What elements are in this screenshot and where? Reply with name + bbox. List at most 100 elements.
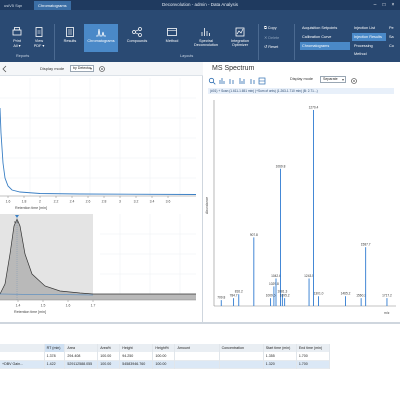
spectrum-info-bar: (#01) + Scan (1.611-1.651 min) (+Sum of … <box>208 88 394 94</box>
col-header-height[interactable]: Height <box>119 344 154 352</box>
list-item-selected[interactable]: Injection Results <box>352 33 386 41</box>
close-icon[interactable]: × <box>391 2 395 8</box>
results-label: Results <box>63 39 77 43</box>
spectrum-labels-icon[interactable] <box>228 77 236 85</box>
cell-area-pct: 100.00 <box>97 360 121 368</box>
gear-icon[interactable] <box>350 77 358 85</box>
list-item[interactable]: Pe <box>389 26 394 30</box>
table-row[interactable]: 1.378 294.408 100.00 94.250 100.00 1.355… <box>0 352 331 360</box>
print-label: Print <box>13 39 21 43</box>
ribbon-separator <box>54 24 55 60</box>
table-row-selected[interactable]: +DBV Gain... 1.422 529112588.055 100.00 … <box>0 360 331 368</box>
results-button[interactable]: Results <box>58 24 82 52</box>
chevron-left-icon[interactable] <box>1 65 9 73</box>
col-header-name[interactable] <box>0 344 45 352</box>
tick-label: 3.6 <box>166 200 171 204</box>
table-header-row: RT (min) Area Area% Height Height% Amoun… <box>0 344 331 352</box>
top-x-axis-label: Retention time [min] <box>15 206 47 210</box>
list-item[interactable]: Calibration Curve <box>302 35 332 39</box>
ms-display-mode-select[interactable]: Separate <box>320 76 346 83</box>
peak-area[interactable] <box>0 219 196 300</box>
list-item[interactable]: Sa <box>389 35 394 39</box>
optimizer-icon <box>235 27 245 37</box>
peak-mz-label: 1465.2 <box>341 292 351 296</box>
list-item[interactable]: Acquisition Setpoints <box>302 26 338 30</box>
integration-label: Integration <box>231 39 249 43</box>
col-header-end-time[interactable]: End time (min) <box>296 344 331 352</box>
list-item[interactable]: Co <box>389 44 394 48</box>
integration-optimizer-button[interactable]: Integration Optimizer <box>224 24 256 52</box>
peak-mz-label: 1243.5 <box>304 274 314 278</box>
delete-button[interactable]: ✕ Delete <box>264 36 280 40</box>
col-header-rt[interactable]: RT (min) <box>44 344 66 352</box>
pdf-icon <box>35 27 43 37</box>
tick-label: 2 <box>39 200 41 204</box>
cell-start-time: 1.355 <box>263 352 297 360</box>
ribbon-separator-3 <box>294 24 295 60</box>
bottom-tick-labels: 1.4 1.5 1.6 1.7 <box>16 300 95 308</box>
peak-mz-label: 1301.0 <box>314 292 324 296</box>
tick-label: 1.8 <box>22 200 27 204</box>
maximize-icon[interactable]: □ <box>382 2 386 8</box>
cell-name: +DBV Gain... <box>0 360 45 368</box>
list-item-selected[interactable]: Chromatograms <box>300 42 350 50</box>
apex-marker-icon[interactable] <box>15 215 19 218</box>
ribbon-separator-2 <box>258 24 259 60</box>
spectrum-view-icon[interactable] <box>218 77 226 85</box>
col-header-concentration[interactable]: Concentration <box>219 344 264 352</box>
col-header-area[interactable]: Area <box>64 344 99 352</box>
peak-mz-label: 1560.2 <box>356 294 366 298</box>
reset-button[interactable]: ↺ Reset <box>264 45 279 49</box>
grid-lines-bottom <box>100 214 196 300</box>
peak-mz-label: 1009.6 <box>266 294 276 298</box>
integration-sub: Optimizer <box>231 43 249 47</box>
tab-sequence[interactable]: usiV5 Sqn <box>4 3 23 8</box>
tick-label: 1.6 <box>66 304 71 308</box>
view-sub: PDF ▾ <box>33 44 45 48</box>
copy-button[interactable]: ⧉ Copy <box>264 26 277 30</box>
spectrum-compare-icon[interactable] <box>238 77 246 85</box>
zoom-icon[interactable] <box>208 77 216 85</box>
col-header-start-time[interactable]: Start time (min) <box>263 344 297 352</box>
bottom-x-axis-label: Retention time [min] <box>14 310 46 314</box>
minimize-icon[interactable]: – <box>373 2 377 8</box>
col-header-area-pct[interactable]: Area% <box>97 344 121 352</box>
peak-mz-label: 784.7 <box>230 294 238 298</box>
display-mode-select[interactable]: by Detector <box>70 65 94 72</box>
group-reports-label: Reports <box>16 54 30 58</box>
compounds-button[interactable]: Compounds <box>122 24 152 52</box>
chromatograms-button[interactable]: Chromatograms <box>84 24 118 52</box>
peak-mz-label: 1069.8 <box>276 164 286 168</box>
reset-label: Reset <box>268 45 279 49</box>
peak-label: 1.4 <box>14 220 19 224</box>
list-item[interactable]: Processing Method <box>354 44 373 56</box>
tab-chromatograms[interactable]: Chromatograms <box>34 1 71 10</box>
display-mode-value: by Detector <box>73 66 92 70</box>
view-pdf-button[interactable]: View PDF ▾ <box>28 24 50 52</box>
tick-label: 1.6 <box>6 200 11 204</box>
cell-rt: 1.378 <box>44 352 66 360</box>
peak-mz-label: 1042.6 <box>271 274 281 278</box>
col-header-height-pct[interactable]: Height% <box>152 344 176 352</box>
method-button[interactable]: Method <box>160 24 184 52</box>
method-label: Method <box>165 39 179 43</box>
title-bar: usiV5 Sqn Chromatograms Deconvolution - … <box>0 0 400 10</box>
spectrum-overlay-icon[interactable] <box>248 77 256 85</box>
spectral-deconvolution-button[interactable]: Spectral Deconvolution <box>190 24 222 52</box>
col-header-amount[interactable]: Amount <box>174 344 220 352</box>
ms-display-mode-label: Display mode <box>290 77 314 81</box>
peak-mz-label: 1587.7 <box>361 243 371 247</box>
print-button[interactable]: Print All ▾ <box>6 24 28 52</box>
method-icon <box>167 28 177 36</box>
cell-height: 54583946.760 <box>119 360 154 368</box>
peak-mz-label: 1717.2 <box>382 294 392 298</box>
group-layouts-label: Layouts <box>180 54 194 58</box>
spectrum-table-icon[interactable] <box>258 77 266 85</box>
window-title: Deconvolution - admin - Data Analysis <box>161 2 239 7</box>
print-sub: All ▾ <box>13 44 21 48</box>
cell-amount <box>174 360 220 368</box>
gear-icon[interactable] <box>98 65 106 73</box>
list-item[interactable]: Injection List <box>354 26 376 30</box>
